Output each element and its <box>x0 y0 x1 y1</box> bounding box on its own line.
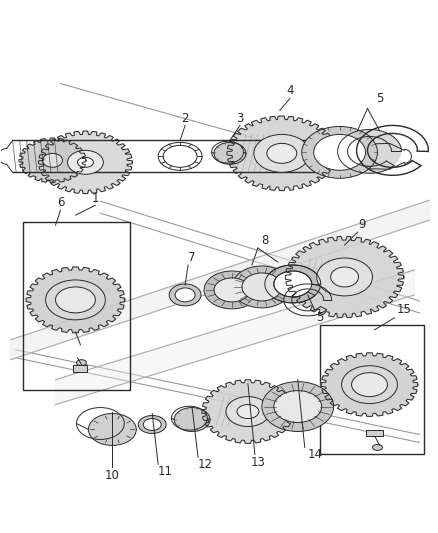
Polygon shape <box>202 379 294 443</box>
Ellipse shape <box>314 134 366 171</box>
Ellipse shape <box>232 266 292 308</box>
Text: 6: 6 <box>57 196 64 209</box>
Ellipse shape <box>360 378 379 392</box>
Bar <box>366 431 384 437</box>
Polygon shape <box>11 200 429 360</box>
Ellipse shape <box>46 280 106 320</box>
Ellipse shape <box>174 408 210 432</box>
Text: 5: 5 <box>376 92 383 105</box>
Text: 10: 10 <box>105 469 120 482</box>
Polygon shape <box>321 353 418 416</box>
Ellipse shape <box>56 287 95 313</box>
Text: 14: 14 <box>307 448 322 461</box>
Ellipse shape <box>64 292 88 308</box>
Ellipse shape <box>262 382 334 432</box>
Polygon shape <box>19 138 86 183</box>
Ellipse shape <box>338 130 401 173</box>
Ellipse shape <box>302 126 378 178</box>
Ellipse shape <box>265 265 321 303</box>
Ellipse shape <box>214 142 246 164</box>
Polygon shape <box>286 237 404 318</box>
Bar <box>74 365 88 372</box>
Text: 8: 8 <box>261 233 268 247</box>
Text: 5: 5 <box>316 311 323 325</box>
Ellipse shape <box>143 418 161 431</box>
Text: 2: 2 <box>181 112 189 125</box>
Ellipse shape <box>42 154 63 167</box>
Ellipse shape <box>352 373 388 397</box>
Polygon shape <box>227 116 337 191</box>
Ellipse shape <box>372 445 382 450</box>
Ellipse shape <box>242 273 282 301</box>
Text: 15: 15 <box>397 303 412 317</box>
Ellipse shape <box>267 143 297 163</box>
Text: 13: 13 <box>251 456 265 469</box>
Ellipse shape <box>77 360 86 366</box>
Ellipse shape <box>254 134 310 172</box>
Text: 9: 9 <box>358 217 365 231</box>
Ellipse shape <box>88 414 136 446</box>
Ellipse shape <box>331 267 359 287</box>
Ellipse shape <box>175 288 195 302</box>
Text: 7: 7 <box>188 251 196 263</box>
Ellipse shape <box>78 157 93 167</box>
Ellipse shape <box>67 150 103 174</box>
Ellipse shape <box>317 258 372 296</box>
Text: 1: 1 <box>92 192 99 205</box>
Polygon shape <box>39 131 132 193</box>
Text: 4: 4 <box>286 84 293 97</box>
Text: 11: 11 <box>158 465 173 478</box>
Ellipse shape <box>169 284 201 306</box>
Ellipse shape <box>274 391 321 423</box>
Ellipse shape <box>204 271 260 309</box>
Ellipse shape <box>237 405 259 418</box>
Ellipse shape <box>342 366 397 403</box>
Polygon shape <box>26 267 125 333</box>
Text: 3: 3 <box>236 112 244 125</box>
Ellipse shape <box>214 278 250 302</box>
Ellipse shape <box>274 271 312 297</box>
Polygon shape <box>56 270 414 405</box>
Ellipse shape <box>226 397 270 426</box>
Ellipse shape <box>138 416 166 433</box>
Text: 12: 12 <box>198 458 212 471</box>
